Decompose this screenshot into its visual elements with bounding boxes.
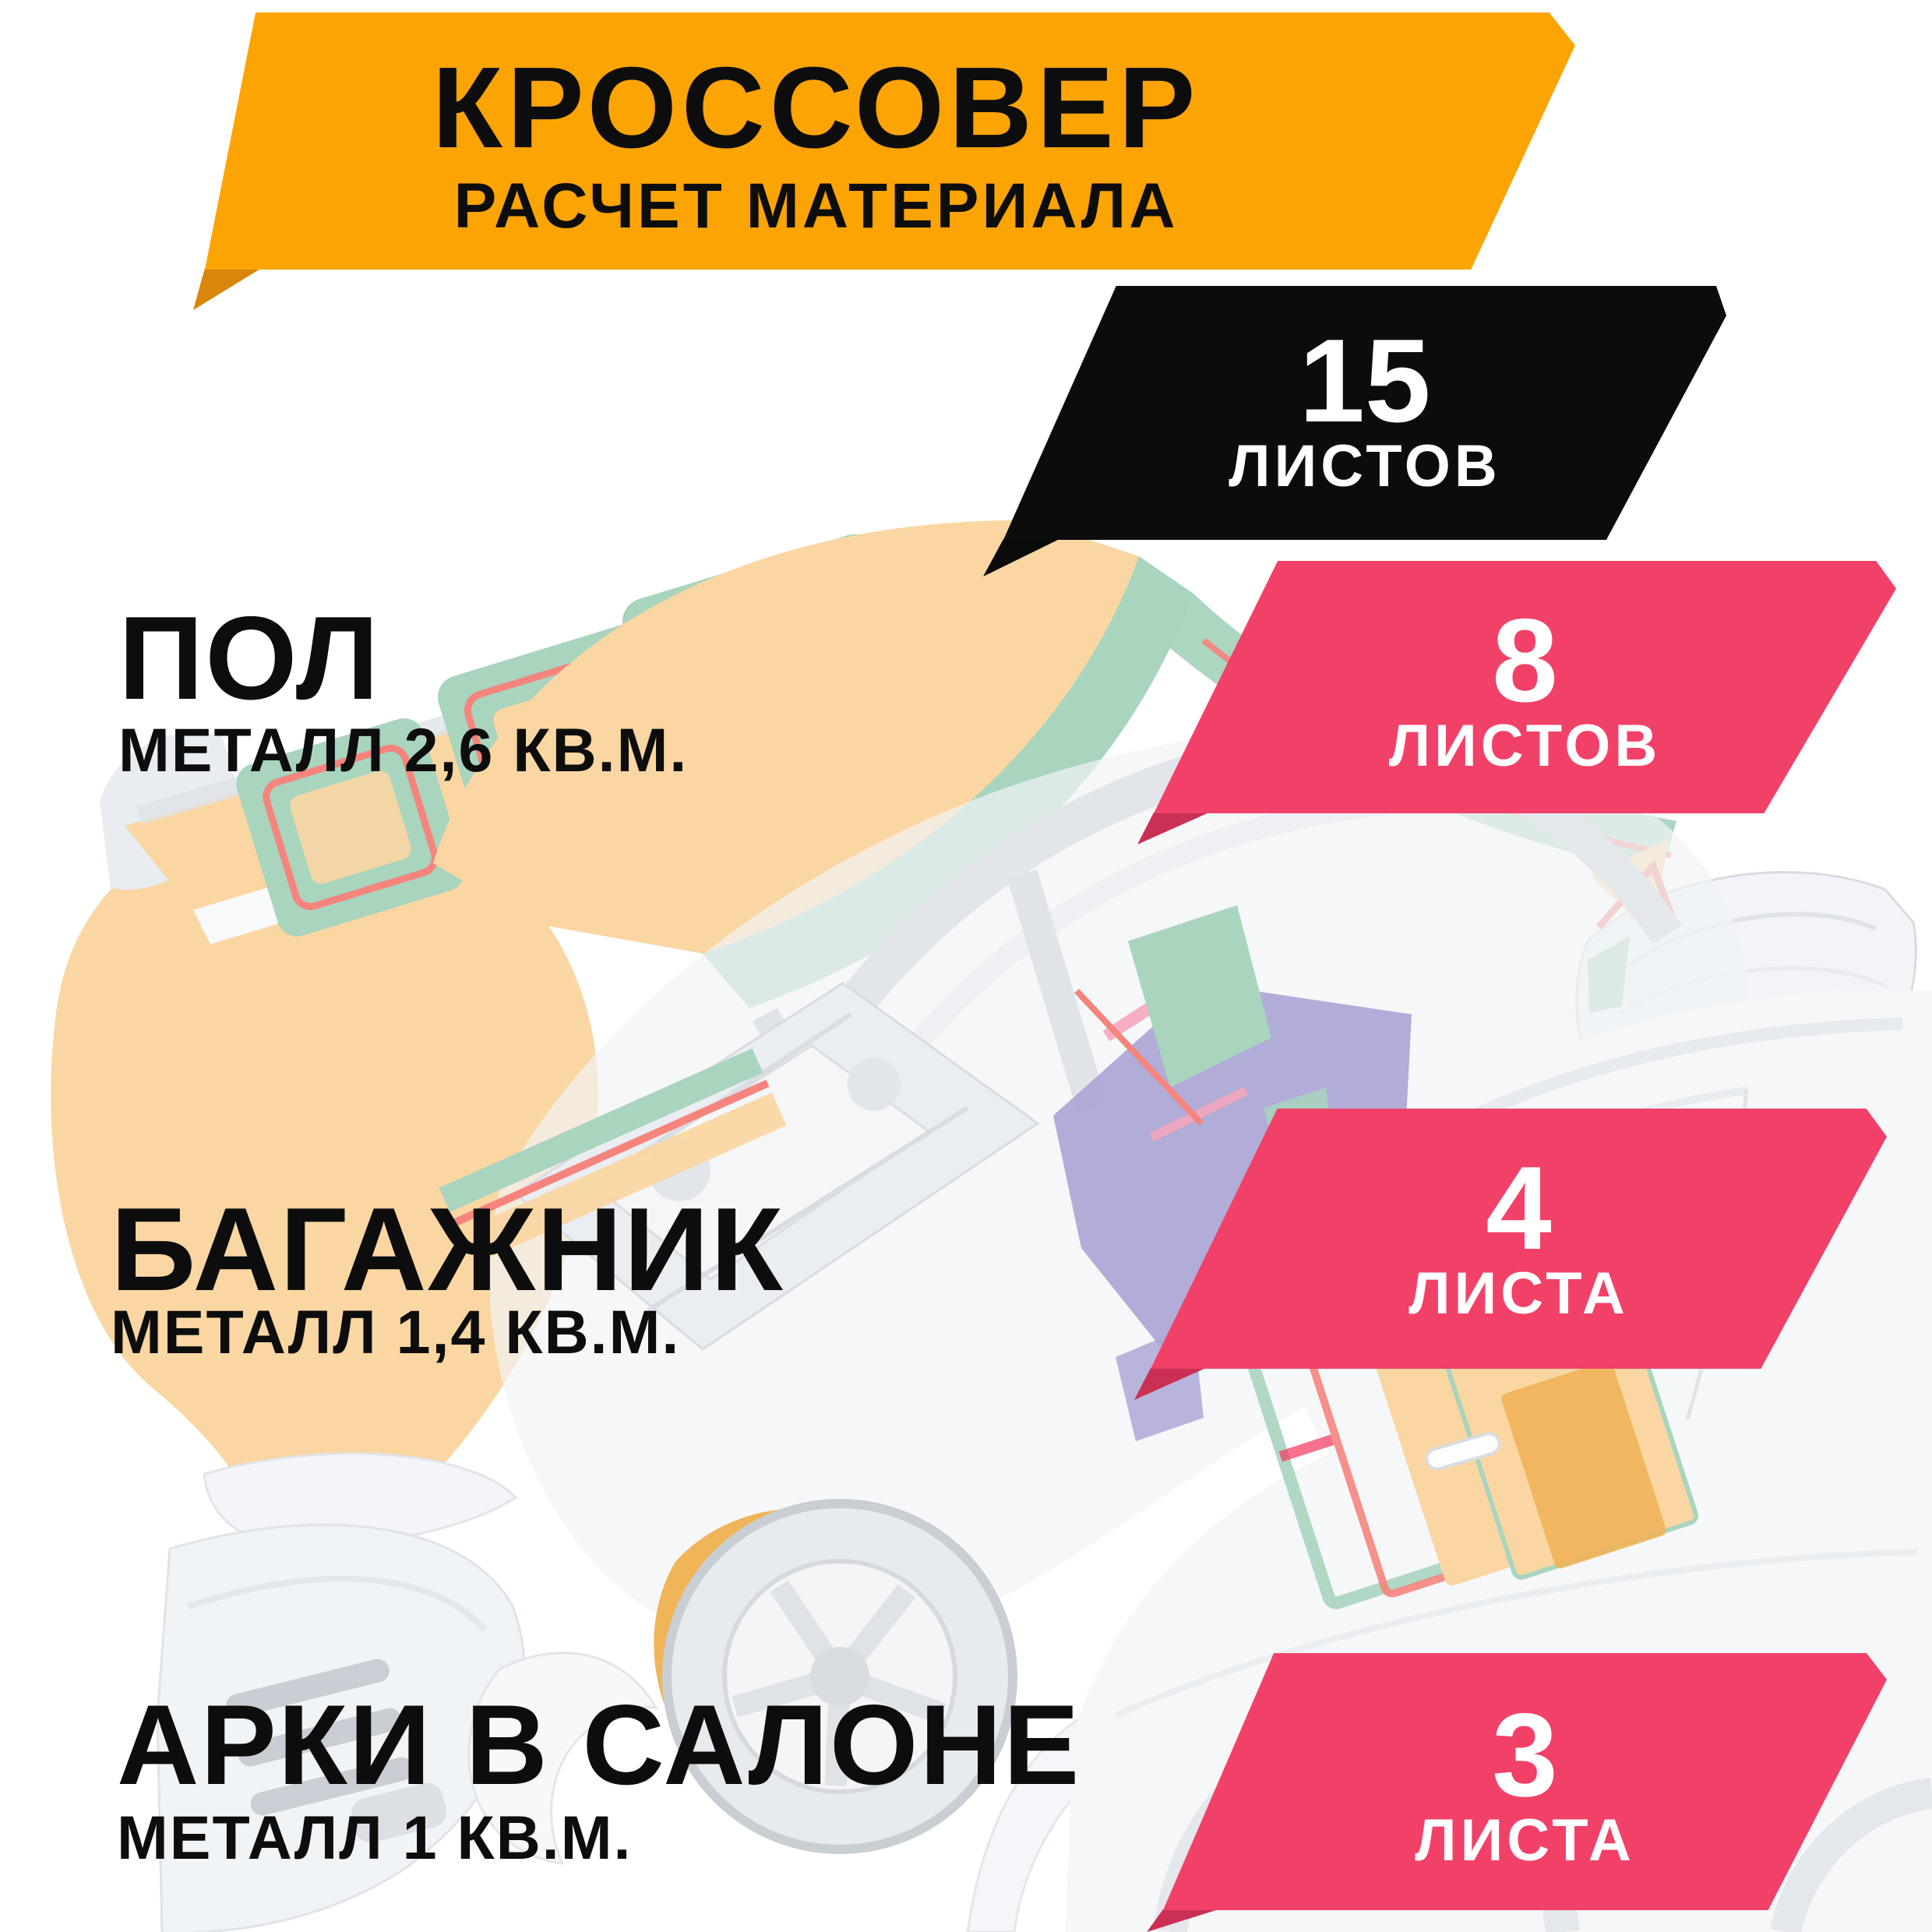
b-pillar <box>1007 869 1108 1112</box>
page-subtitle: РАСЧЕТ МАТЕРИАЛА <box>453 171 1179 242</box>
trunk-name: БАГАЖНИК <box>111 1183 784 1316</box>
rose-strip-2 <box>1149 1086 1249 1142</box>
arches-detail: МЕТАЛЛ 1 КВ.М. <box>117 1803 633 1872</box>
total-unit: ЛИСТОВ <box>1229 433 1501 499</box>
title-banner: КРОССОВЕР РАСЧЕТ МАТЕРИАЛА <box>205 12 1575 270</box>
bumper-crease <box>187 1575 488 1632</box>
shock-tower-right <box>848 1058 901 1111</box>
trunk-detail: МЕТАЛЛ 1,4 КВ.М. <box>111 1297 681 1366</box>
floor-sheets-banner: 8 ЛИСТОВ <box>1154 561 1896 813</box>
roof-peach-arc <box>433 520 1139 954</box>
rear-wheel-arch <box>1770 1778 1932 1932</box>
arches-name: АРКИ В САЛОНЕ <box>117 1681 1081 1808</box>
pink-fold-2 <box>1134 1368 1206 1400</box>
arches-sheets-banner: 3 ЛИСТА <box>1163 1653 1887 1910</box>
total-count: 15 <box>1299 315 1431 447</box>
total-sheets-banner: 15 ЛИСТОВ <box>1003 286 1726 540</box>
trunk-count: 4 <box>1486 1142 1552 1274</box>
page-title: КРОССОВЕР <box>432 44 1200 172</box>
door-handle-rear <box>1425 1432 1501 1471</box>
black-fold <box>983 539 1059 576</box>
grille-slats <box>226 1659 414 1816</box>
firewall-mint-mat <box>1128 905 1271 1088</box>
pink-fold-1 <box>1137 813 1209 844</box>
pink-fold-3 <box>1147 1909 1218 1932</box>
floor-mat-1 <box>236 717 465 937</box>
trunk-peach-blob <box>51 811 598 1599</box>
body-crease <box>1114 1549 1919 1719</box>
floor-count: 8 <box>1492 594 1558 727</box>
section-label-trunk: БАГАЖНИК МЕТАЛЛ 1,4 КВ.М. <box>111 1190 784 1363</box>
bay-bar-2 <box>647 1105 969 1313</box>
orange-fold <box>193 268 262 310</box>
ribbon-folds <box>193 268 1218 1932</box>
coral-seam <box>1074 989 1204 1126</box>
front-bumper-assembly <box>156 1452 658 1932</box>
pink-mat-sliver <box>1278 1434 1334 1462</box>
arches-count: 3 <box>1492 1689 1558 1821</box>
sill-stripes <box>439 1048 787 1265</box>
wheel-hub <box>810 1647 869 1706</box>
floor-name: ПОЛ <box>118 592 381 724</box>
fender-arch-piece <box>467 1652 658 1865</box>
front-wheel <box>662 1499 1017 1854</box>
arches-unit: ЛИСТА <box>1415 1807 1635 1874</box>
floor-unit: ЛИСТОВ <box>1388 713 1662 779</box>
section-label-arches: АРКИ В САЛОНЕ МЕТАЛЛ 1 КВ.М. <box>117 1681 1081 1872</box>
trunk-sheets-banner: 4 ЛИСТА <box>1151 1109 1887 1369</box>
trunk-unit: ЛИСТА <box>1408 1260 1629 1327</box>
floor-detail: МЕТАЛЛ 2,6 КВ.М. <box>118 715 689 784</box>
fog-lamp-insert <box>351 1782 446 1843</box>
section-label-floor: ПОЛ МЕТАЛЛ 2,6 КВ.М. <box>118 599 688 781</box>
